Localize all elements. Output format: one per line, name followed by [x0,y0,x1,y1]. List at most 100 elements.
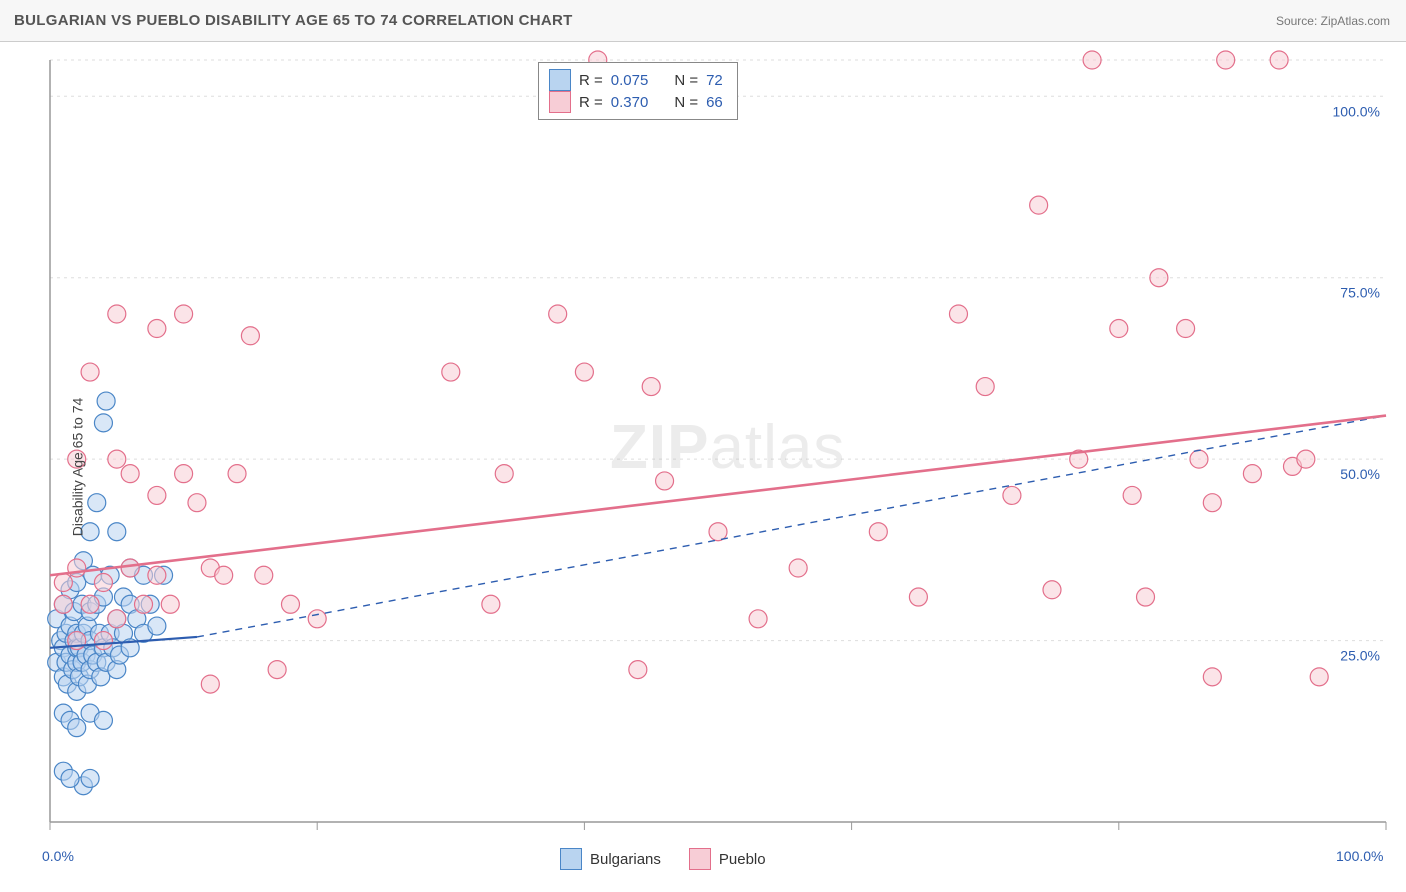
pueblo-point [94,632,112,650]
pueblo-point [1083,51,1101,69]
pueblo-point [976,378,994,396]
pueblo-point [1177,320,1195,338]
pueblo-point [121,559,139,577]
legend-swatch [689,848,711,870]
pueblo-point [135,595,153,613]
pueblo-point [228,465,246,483]
legend-R-value: 0.370 [611,94,649,111]
source-name: ZipAtlas.com [1321,14,1390,28]
pueblo-point [148,566,166,584]
pueblo-point [656,472,674,490]
legend-swatch [549,69,571,91]
legend-series: Bulgarians Pueblo [560,848,766,870]
bulgarians-point [81,769,99,787]
pueblo-point [1310,668,1328,686]
y-tick-label: 75.0% [1340,285,1380,301]
legend-N-value: 72 [706,72,723,89]
pueblo-point [308,610,326,628]
pueblo-point [1150,269,1168,287]
legend-stats: R = 0.075 N = 72R = 0.370 N = 66 [538,62,738,120]
pueblo-point [1043,581,1061,599]
source-prefix: Source: [1276,14,1321,28]
legend-stats-row: R =0.370N =66 [549,91,723,113]
pueblo-point [1203,668,1221,686]
legend-series-item: Bulgarians [560,848,661,870]
x-axis-label-max: 100.0% [1336,848,1383,864]
y-axis-label: Disability Age 65 to 74 [69,398,85,537]
pueblo-point [549,305,567,323]
pueblo-point [268,661,286,679]
legend-stats-row: R = 0.075 N = 72 [549,69,723,91]
scatter-plot: 25.0% 50.0% 75.0% 100.0% [0,42,1406,892]
pueblo-point [1203,494,1221,512]
bulgarians-point [68,719,86,737]
legend-series-item: Pueblo [689,848,766,870]
pueblo-point [629,661,647,679]
bulgarians-point [97,392,115,410]
bulgarians-point [94,711,112,729]
pueblo-point [81,363,99,381]
legend-N-label: N = [674,94,698,111]
pueblo-point [575,363,593,381]
y-tick-label: 100.0% [1333,103,1380,119]
legend-R-label: R = [579,72,603,89]
bulgarians-point [94,414,112,432]
pueblo-point [495,465,513,483]
pueblo-point [949,305,967,323]
x-axis-label-min: 0.0% [42,848,74,864]
source-attribution: Source: ZipAtlas.com [1276,14,1390,28]
pueblo-point [68,559,86,577]
y-tick-label: 25.0% [1340,648,1380,664]
pueblo-point [108,305,126,323]
pueblo-point [442,363,460,381]
legend-R-value: 0.075 [611,72,649,89]
pueblo-point [175,305,193,323]
pueblo-point [642,378,660,396]
pueblo-point [54,574,72,592]
y-tick-label: 50.0% [1340,466,1380,482]
pueblo-point [789,559,807,577]
pueblo-point [215,566,233,584]
legend-swatch [549,91,571,113]
pueblo-point [54,595,72,613]
pueblo-point [749,610,767,628]
pueblo-point [121,465,139,483]
pueblo-point [148,486,166,504]
pueblo-point [188,494,206,512]
pueblo-point [909,588,927,606]
pueblo-point [709,523,727,541]
legend-series-label: Bulgarians [590,851,661,868]
pueblo-point [108,610,126,628]
legend-series-label: Pueblo [719,851,766,868]
pueblo-point [201,675,219,693]
pueblo-point [1243,465,1261,483]
pueblo-point [241,327,259,345]
pueblo-point [1030,196,1048,214]
pueblo-point [482,595,500,613]
pueblo-point [81,595,99,613]
pueblo-point [161,595,179,613]
bulgarians-point [88,494,106,512]
pueblo-point [1297,450,1315,468]
legend-N-label: N = [674,72,698,89]
pueblo-point [1270,51,1288,69]
bulgarians-point [61,769,79,787]
pueblo-trendline [50,416,1386,576]
legend-N-value: 66 [706,94,723,111]
pueblo-point [94,574,112,592]
chart-title: BULGARIAN VS PUEBLO DISABILITY AGE 65 TO… [14,12,573,29]
pueblo-point [1110,320,1128,338]
bulgarians-trendline-dash [197,416,1386,637]
pueblo-point [1190,450,1208,468]
pueblo-point [1217,51,1235,69]
pueblo-point [869,523,887,541]
pueblo-point [281,595,299,613]
pueblo-point [175,465,193,483]
pueblo-point [148,320,166,338]
pueblo-point [1123,486,1141,504]
bulgarians-point [148,617,166,635]
chart-container: Disability Age 65 to 74 25.0% 50.0% 75.0% 1… [0,42,1406,892]
bulgarians-point [108,523,126,541]
pueblo-point [1003,486,1021,504]
legend-swatch [560,848,582,870]
